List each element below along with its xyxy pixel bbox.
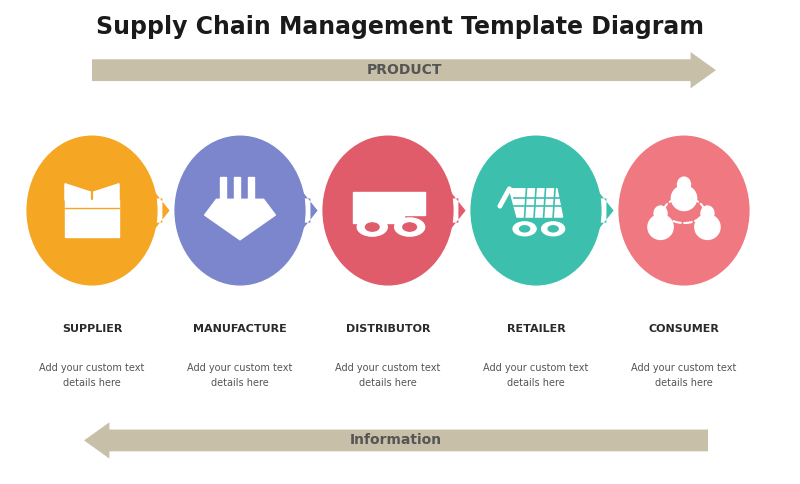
Polygon shape	[510, 189, 562, 217]
Text: RETAILER: RETAILER	[506, 324, 566, 334]
FancyBboxPatch shape	[234, 177, 240, 201]
Ellipse shape	[322, 136, 454, 286]
Polygon shape	[150, 186, 170, 235]
Polygon shape	[205, 199, 275, 240]
Ellipse shape	[618, 136, 750, 286]
Polygon shape	[594, 186, 614, 235]
Ellipse shape	[695, 215, 720, 240]
FancyBboxPatch shape	[404, 192, 426, 215]
Text: Add your custom text
details here: Add your custom text details here	[187, 363, 293, 388]
FancyBboxPatch shape	[248, 177, 254, 201]
Polygon shape	[92, 52, 716, 88]
Circle shape	[403, 223, 417, 231]
Text: Add your custom text
details here: Add your custom text details here	[483, 363, 589, 388]
Ellipse shape	[648, 215, 673, 240]
Text: Information: Information	[350, 434, 442, 447]
Polygon shape	[94, 184, 119, 200]
Ellipse shape	[470, 136, 602, 286]
Ellipse shape	[26, 136, 158, 286]
FancyBboxPatch shape	[220, 177, 226, 201]
Circle shape	[366, 223, 379, 231]
Polygon shape	[84, 422, 708, 459]
Text: DISTRIBUTOR: DISTRIBUTOR	[346, 324, 430, 334]
Ellipse shape	[174, 136, 306, 286]
Polygon shape	[298, 186, 318, 235]
Text: Add your custom text
details here: Add your custom text details here	[335, 363, 441, 388]
Ellipse shape	[671, 186, 697, 211]
Text: Add your custom text
details here: Add your custom text details here	[631, 363, 737, 388]
Circle shape	[542, 222, 565, 236]
Text: Supply Chain Management Template Diagram: Supply Chain Management Template Diagram	[96, 15, 704, 39]
Circle shape	[519, 226, 530, 232]
Polygon shape	[446, 186, 466, 235]
FancyBboxPatch shape	[65, 200, 119, 237]
Text: PRODUCT: PRODUCT	[366, 63, 442, 77]
Text: MANUFACTURE: MANUFACTURE	[193, 324, 287, 334]
Polygon shape	[65, 184, 90, 200]
Circle shape	[394, 218, 425, 236]
Ellipse shape	[654, 206, 667, 221]
Circle shape	[513, 222, 536, 236]
Ellipse shape	[701, 206, 714, 221]
Ellipse shape	[678, 177, 690, 192]
Text: Add your custom text
details here: Add your custom text details here	[39, 363, 145, 388]
Text: CONSUMER: CONSUMER	[649, 324, 719, 334]
FancyBboxPatch shape	[353, 192, 404, 223]
Circle shape	[358, 218, 387, 236]
Circle shape	[548, 226, 558, 232]
Text: SUPPLIER: SUPPLIER	[62, 324, 122, 334]
